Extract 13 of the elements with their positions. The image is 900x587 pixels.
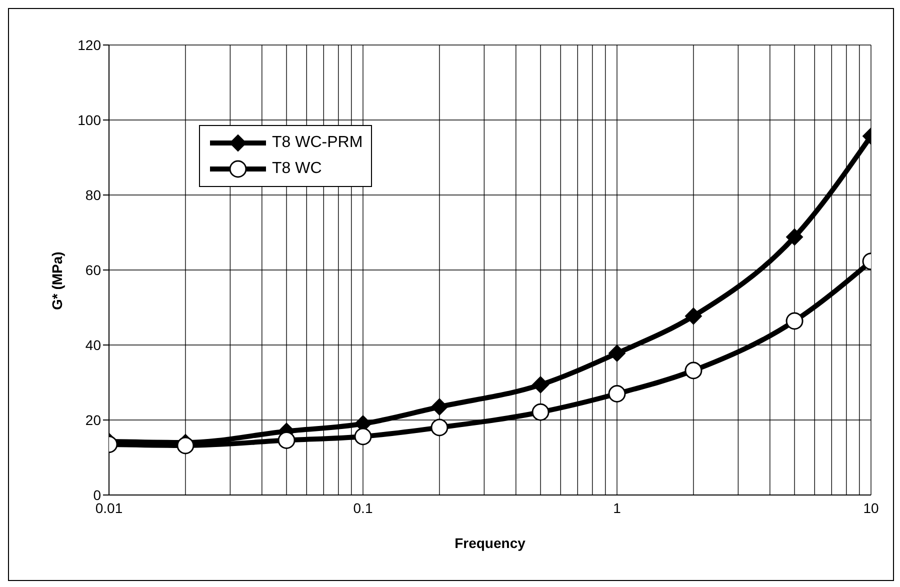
y-tick-label: 120 — [78, 36, 102, 53]
x-tick-label: 1 — [613, 500, 622, 516]
legend-label: T8 WC-PRM — [272, 134, 363, 152]
y-axis-title: G* (MPa) — [48, 252, 65, 310]
legend-label: T8 WC — [272, 160, 322, 178]
y-tick-label: 40 — [85, 336, 102, 353]
x-axis-title: Frequency — [454, 535, 526, 551]
y-tick-label: 20 — [85, 412, 102, 428]
x-tick-label: 0.1 — [353, 500, 373, 516]
y-tick-label: 100 — [78, 112, 102, 128]
y-tick-label: 60 — [85, 262, 102, 278]
x-tick-label: 10 — [863, 500, 879, 516]
y-tick-label: 80 — [85, 186, 102, 203]
